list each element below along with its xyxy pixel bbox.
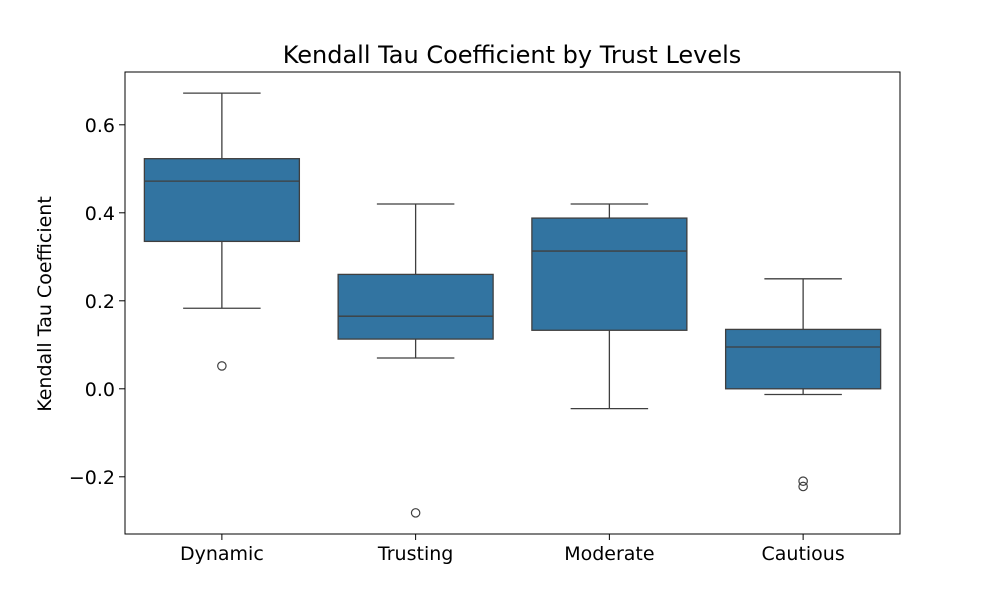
outlier-point xyxy=(410,508,421,518)
box-group-trusting xyxy=(337,203,494,518)
y-tick-label: 0.4 xyxy=(85,203,115,225)
box-iqr xyxy=(143,158,301,243)
plot-area xyxy=(143,92,882,518)
y-tick-label: 0.0 xyxy=(85,379,115,401)
plot-frame xyxy=(124,71,901,535)
box-iqr xyxy=(337,273,494,340)
box-iqr xyxy=(724,328,882,390)
box-iqr xyxy=(531,217,688,331)
box-group-dynamic xyxy=(143,92,301,371)
outlier-point xyxy=(798,481,808,492)
outlier-point xyxy=(217,361,227,371)
x-tick-label-moderate: Moderate xyxy=(564,543,654,565)
outlier-point xyxy=(798,476,808,486)
y-axis-label: Kendall Tau Coefficient xyxy=(34,196,56,412)
x-tick-label-dynamic: Dynamic xyxy=(180,543,264,565)
x-tick-label-cautious: Cautious xyxy=(762,543,845,565)
y-tick-label: 0.2 xyxy=(85,291,115,313)
y-tick-label: 0.6 xyxy=(85,115,115,137)
x-tick-label-trusting: Trusting xyxy=(377,543,453,565)
y-tick-label: −0.2 xyxy=(69,467,115,489)
box-group-cautious xyxy=(724,278,882,492)
chart-title: Kendall Tau Coefficient by Trust Levels xyxy=(283,41,742,69)
box-group-moderate xyxy=(531,203,688,410)
